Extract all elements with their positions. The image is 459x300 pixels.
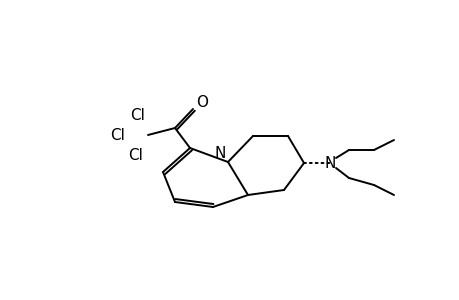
Text: O: O xyxy=(196,94,207,110)
Text: N: N xyxy=(324,155,335,170)
Text: N: N xyxy=(214,146,225,161)
Text: Cl: Cl xyxy=(128,148,143,163)
Text: Cl: Cl xyxy=(130,109,145,124)
Text: Cl: Cl xyxy=(110,128,125,142)
